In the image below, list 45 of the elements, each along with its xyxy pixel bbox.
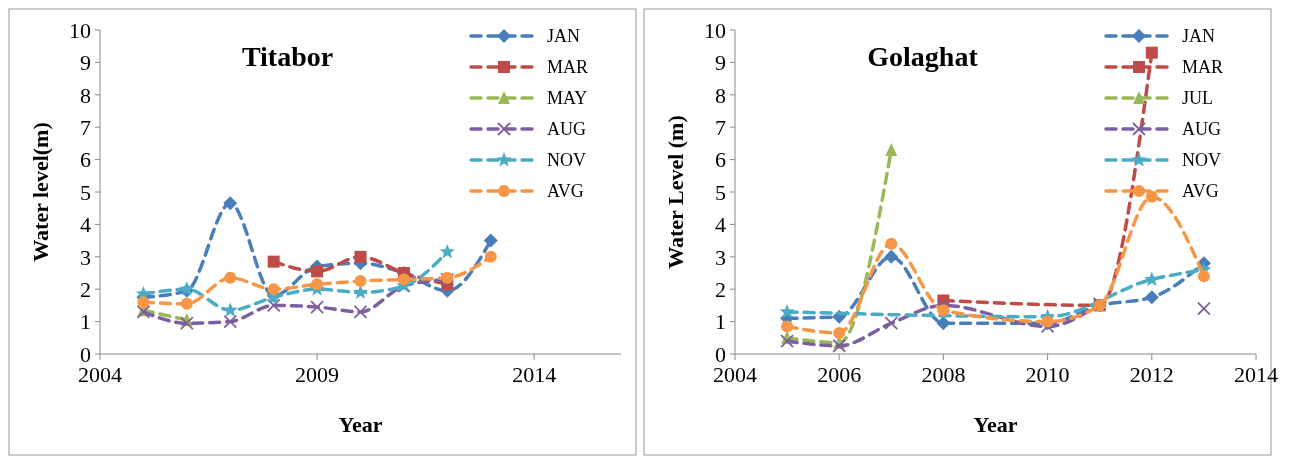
x-tick-label: 2012 bbox=[1129, 362, 1174, 387]
y-tick-label: 3 bbox=[80, 244, 91, 270]
y-tick-label: 9 bbox=[715, 50, 726, 76]
x-tick-label: 2006 bbox=[817, 362, 862, 387]
y-tick-label: 4 bbox=[80, 212, 91, 238]
legend-label: MAY bbox=[547, 88, 588, 109]
legend-label: AUG bbox=[1182, 119, 1221, 140]
y-tick-label: 6 bbox=[80, 147, 91, 173]
y-tick-label: 2 bbox=[80, 276, 91, 302]
y-tick-label: 5 bbox=[715, 179, 726, 205]
x-tick-label: 2014 bbox=[512, 362, 557, 387]
y-axis-title: Water level(m) bbox=[28, 122, 53, 262]
y-tick-label: 10 bbox=[69, 17, 91, 43]
legend-label: JAN bbox=[547, 26, 581, 47]
legend-label: JUL bbox=[1182, 88, 1213, 109]
y-tick-label: 8 bbox=[715, 82, 726, 108]
y-tick-label: 10 bbox=[704, 17, 726, 43]
y-tick-label: 6 bbox=[715, 147, 726, 173]
legend-label: MAR bbox=[1182, 57, 1224, 78]
y-tick-label: 2 bbox=[715, 276, 726, 302]
legend-label: NOV bbox=[547, 150, 586, 171]
x-axis-title: Year bbox=[338, 412, 383, 437]
y-tick-label: 9 bbox=[80, 50, 91, 76]
y-axis-title: Water Level (m) bbox=[663, 115, 688, 269]
y-tick-label: 5 bbox=[80, 179, 91, 205]
chart-title: Titabor bbox=[241, 41, 334, 72]
x-tick-label: 2009 bbox=[295, 362, 340, 387]
legend-label: AVG bbox=[1182, 181, 1219, 202]
x-tick-label: 2008 bbox=[921, 362, 966, 387]
y-tick-label: 1 bbox=[715, 309, 726, 335]
legend-label: AVG bbox=[547, 181, 584, 202]
legend-label: JAN bbox=[1182, 26, 1216, 47]
x-tick-label: 2014 bbox=[1234, 362, 1278, 387]
y-tick-label: 4 bbox=[715, 212, 726, 238]
y-tick-label: 7 bbox=[80, 114, 91, 140]
x-axis-title: Year bbox=[973, 412, 1018, 437]
x-tick-label: 2010 bbox=[1025, 362, 1070, 387]
y-tick-label: 8 bbox=[80, 82, 91, 108]
y-tick-label: 7 bbox=[715, 114, 726, 140]
legend-label: NOV bbox=[1182, 150, 1221, 171]
chart-title: Golaghat bbox=[867, 41, 979, 72]
legend-label: AUG bbox=[547, 119, 586, 140]
y-tick-label: 1 bbox=[80, 309, 91, 335]
y-tick-label: 3 bbox=[715, 244, 726, 270]
legend-label: MAR bbox=[547, 57, 589, 78]
